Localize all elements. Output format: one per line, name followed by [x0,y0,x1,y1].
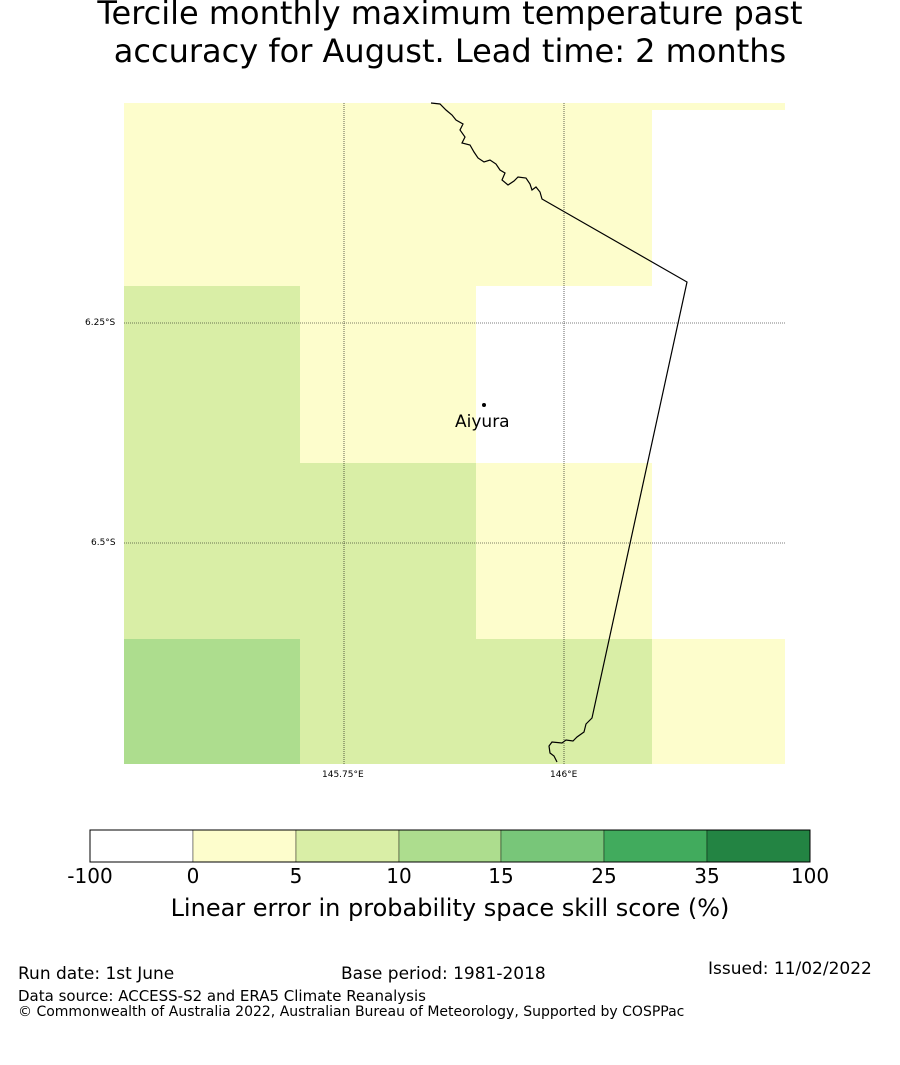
grid-cell [300,286,476,463]
lon-tick-label: 145.75°E [322,770,364,780]
chart-title: Tercile monthly maximum temperature past… [0,0,900,70]
grid-cell [124,463,476,639]
colorbar-tick-label: 15 [488,864,514,888]
grid-cell [124,639,300,764]
aiyura-marker [482,403,486,407]
colorbar-tick-label: -100 [67,864,113,888]
grid-cell [652,110,785,286]
place-label-aiyura: Aiyura [455,412,510,432]
title-line-1: Tercile monthly maximum temperature past [97,0,803,32]
coastline-border [430,102,688,763]
grid-cell [476,286,785,463]
grid-cell [652,103,785,110]
data-source: Data source: ACCESS-S2 and ERA5 Climate … [18,987,426,1005]
lat-tick-label: 6.5°S [91,538,116,548]
colorbar-tick-label: 35 [694,864,720,888]
colorbar-title: Linear error in probability space skill … [170,894,730,922]
colorbar-tick-label: 10 [386,864,412,888]
colorbar-tick-label: 100 [790,864,830,888]
grid-cell [300,639,652,764]
colorbar-tick-label: 5 [289,864,303,888]
grid-cell [124,103,652,286]
lat-tick-label: 6.25°S [85,318,116,328]
copyright: © Commonwealth of Australia 2022, Austra… [18,1004,685,1020]
grid-cell [652,639,785,764]
issued-date: Issued: 11/02/2022 [708,959,872,979]
grid-cell [652,463,785,639]
lon-tick-label: 146°E [550,770,578,780]
skill-grid [124,103,785,764]
title-line-2: accuracy for August. Lead time: 2 months [113,32,787,70]
colorbar-tick-label: 25 [591,864,617,888]
run-date: Run date: 1st June [18,964,175,984]
base-period: Base period: 1981-2018 [341,964,546,984]
colorbar-tick-label: 0 [186,864,200,888]
grid-cell [124,286,300,463]
graticule [124,103,785,764]
